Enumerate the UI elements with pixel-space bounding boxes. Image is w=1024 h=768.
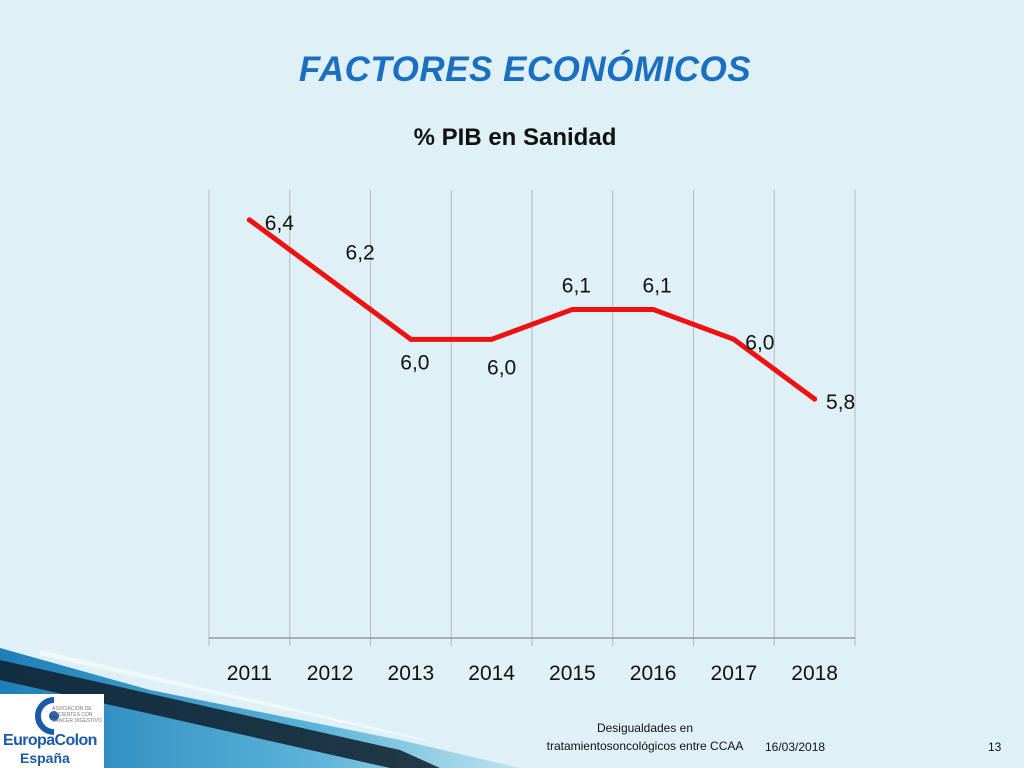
- x-tick-label: 2016: [630, 662, 677, 685]
- footer-description-line1: Desigualdades en: [596, 721, 694, 735]
- data-label: 6,1: [643, 274, 672, 297]
- data-label: 5,8: [826, 391, 855, 414]
- x-tick-label: 2011: [227, 662, 272, 685]
- data-label: 6,0: [487, 356, 516, 379]
- x-tick-label: 2014: [468, 662, 515, 685]
- page-number: 13: [988, 740, 1002, 754]
- data-point: [731, 336, 737, 342]
- data-point: [569, 306, 575, 312]
- data-label: 6,1: [562, 274, 591, 297]
- x-tick-label: 2018: [791, 662, 838, 685]
- footer-date: 16/03/2018: [765, 740, 826, 754]
- x-tick-label: 2012: [307, 662, 354, 685]
- logo-subname: España: [20, 750, 70, 766]
- data-point: [408, 336, 414, 342]
- x-tick-label: 2013: [388, 662, 435, 685]
- data-label: 6,4: [265, 212, 295, 235]
- data-point: [246, 217, 252, 223]
- slide-title: FACTORES ECONÓMICOS: [298, 50, 752, 89]
- x-tick-label: 2015: [549, 662, 596, 685]
- footer-description: Desigualdades en tratamientosoncológicos…: [520, 719, 770, 755]
- footer-description-line2: tratamientosoncológicos entre CCAA: [546, 739, 744, 753]
- x-tick-label: 2017: [711, 662, 758, 685]
- data-point: [327, 277, 333, 283]
- europacolon-logo: ASOCIACIÓN DE PACIENTES CON CÁNCER DIGES…: [0, 694, 104, 768]
- data-label: 6,2: [346, 242, 375, 265]
- data-point: [812, 396, 818, 402]
- chart-title: % PIB en Sanidad: [413, 124, 617, 151]
- logo-tagline: ASOCIACIÓN DE PACIENTES CON CÁNCER DIGES…: [52, 706, 102, 724]
- series-line: [246, 217, 818, 402]
- logo-mark-icon: [35, 697, 59, 735]
- data-label: 6,0: [745, 331, 774, 354]
- data-point: [650, 306, 656, 312]
- data-point: [489, 336, 495, 342]
- logo-name: EuropaColon: [3, 732, 97, 749]
- data-label: 6,0: [400, 351, 429, 374]
